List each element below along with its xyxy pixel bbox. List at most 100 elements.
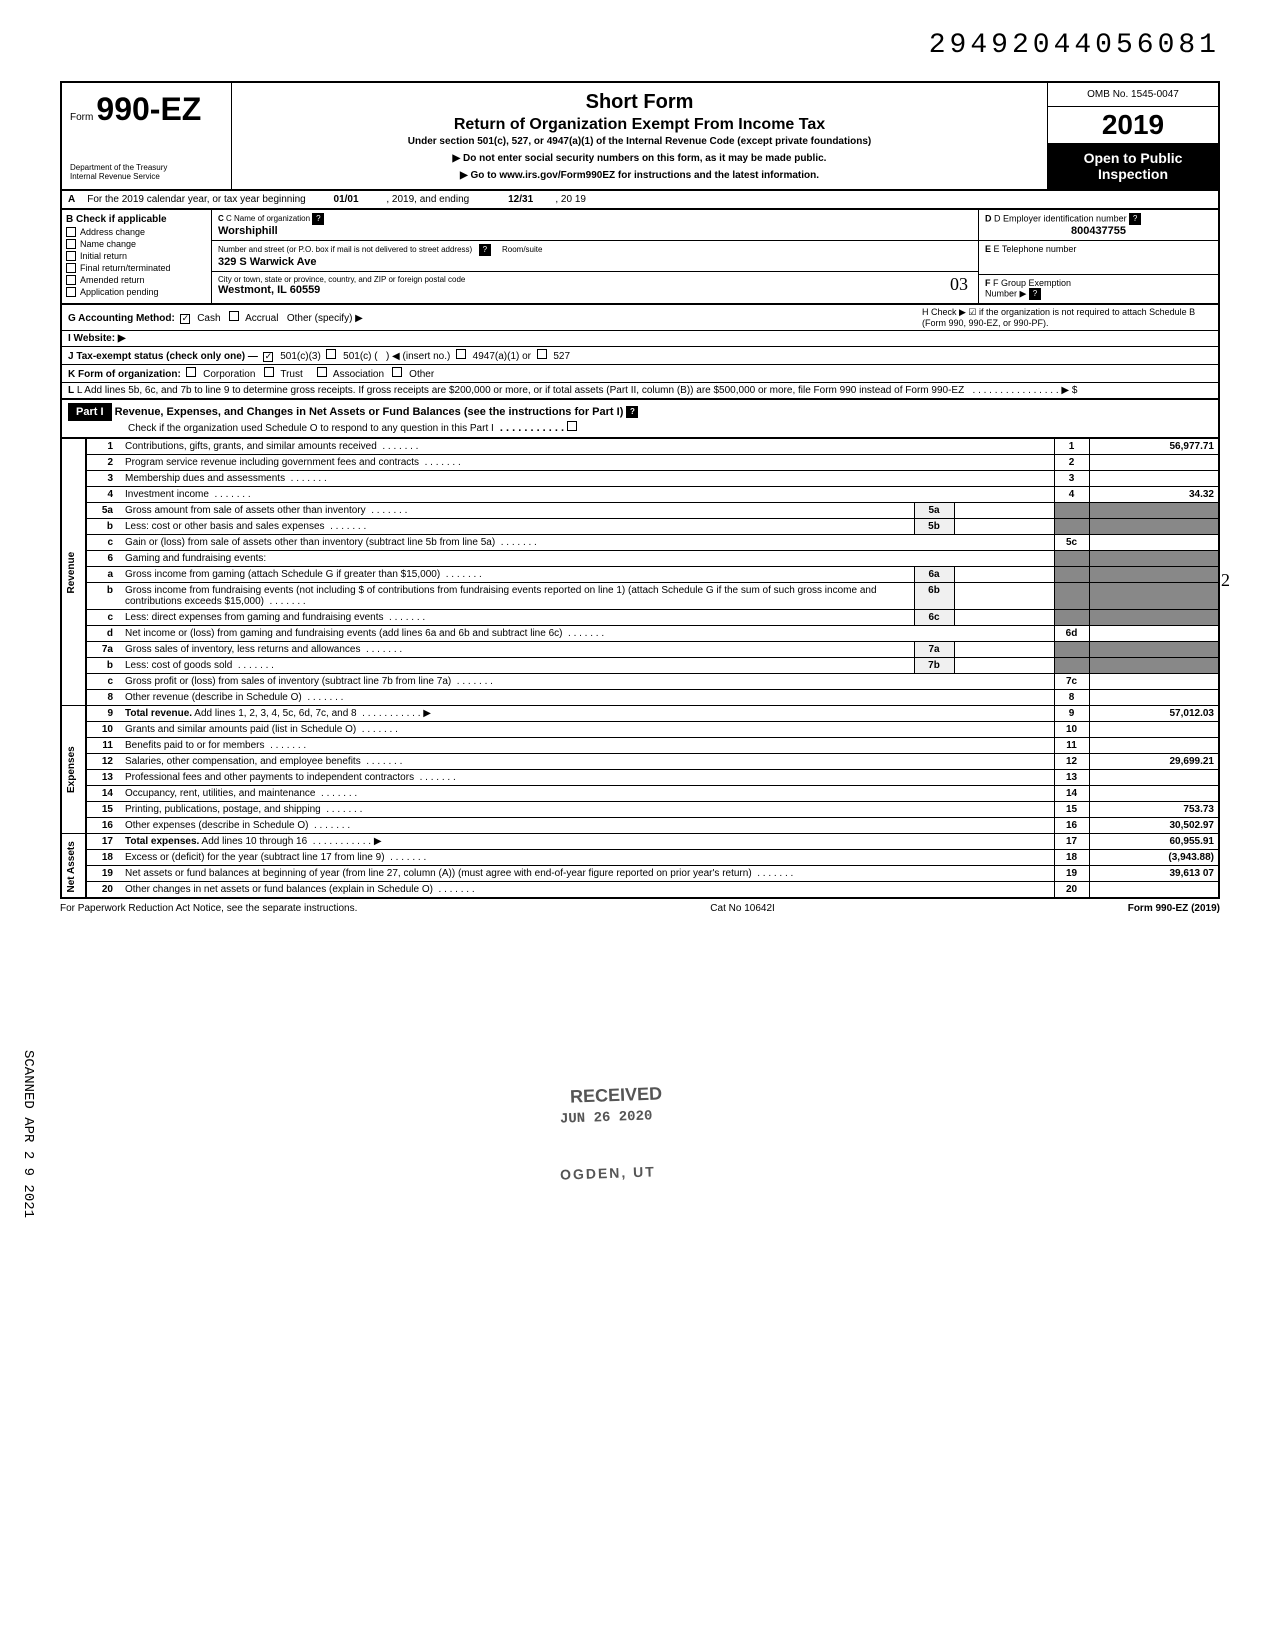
b-checkbox[interactable]: [66, 287, 76, 297]
k-opt4: Other: [409, 369, 434, 380]
line-number: 13: [86, 770, 121, 786]
form-line-row: 15Printing, publications, postage, and s…: [61, 802, 1219, 818]
form-line-row: 16Other expenses (describe in Schedule O…: [61, 818, 1219, 834]
e-label: E Telephone number: [994, 244, 1077, 254]
section-c: C C Name of organization ? Worshiphill N…: [212, 210, 978, 303]
mid-value: [954, 519, 1054, 535]
k-opt1: Corporation: [203, 369, 255, 380]
row-a-text1: For the 2019 calendar year, or tax year …: [87, 194, 305, 205]
help-icon: ?: [1129, 213, 1141, 225]
form-line-row: 12Salaries, other compensation, and empl…: [61, 754, 1219, 770]
linenum-shaded: [1054, 658, 1089, 674]
form-line-row: aGross income from gaming (attach Schedu…: [61, 567, 1219, 583]
assoc-checkbox[interactable]: [317, 367, 327, 377]
room-label: Room/suite: [502, 245, 542, 254]
info-block: B Check if applicable Address changeName…: [60, 210, 1220, 305]
corp-checkbox[interactable]: [186, 367, 196, 377]
line-amount: [1089, 722, 1219, 738]
line-description: Net income or (loss) from gaming and fun…: [121, 626, 1054, 642]
form-line-row: 8Other revenue (describe in Schedule O) …: [61, 690, 1219, 706]
527-checkbox[interactable]: [537, 349, 547, 359]
row-j: J Tax-exempt status (check only one) — ✓…: [62, 347, 1218, 365]
line-number: b: [86, 658, 121, 674]
line-number: 9: [86, 706, 121, 722]
form-line-row: 11Benefits paid to or for members . . . …: [61, 738, 1219, 754]
line-number: 6: [86, 551, 121, 567]
line-ref: 13: [1054, 770, 1089, 786]
handwritten-2: 2: [1221, 570, 1230, 591]
part1-header: Part I Revenue, Expenses, and Changes in…: [60, 400, 1220, 439]
line-description: Benefits paid to or for members . . . . …: [121, 738, 1054, 754]
line-amount: [1089, 882, 1219, 899]
line-description: Less: cost of goods sold . . . . . . .: [121, 658, 914, 674]
b-label: B Check if applicable: [66, 214, 207, 225]
b-checkbox-label: Initial return: [80, 251, 127, 261]
line-number: 12: [86, 754, 121, 770]
help-icon: ?: [1029, 288, 1041, 300]
b-checkbox-row: Amended return: [66, 275, 207, 285]
line-number: 14: [86, 786, 121, 802]
form-line-row: 10Grants and similar amounts paid (list …: [61, 722, 1219, 738]
b-checkbox[interactable]: [66, 239, 76, 249]
mid-value: [954, 642, 1054, 658]
form-line-row: 5aGross amount from sale of assets other…: [61, 503, 1219, 519]
line-amount: 34.32: [1089, 487, 1219, 503]
b-checkbox-label: Application pending: [80, 287, 159, 297]
501c-checkbox[interactable]: [326, 349, 336, 359]
schedule-o-checkbox[interactable]: [567, 421, 577, 431]
ein: 800437755: [985, 225, 1212, 237]
line-ref: 19: [1054, 866, 1089, 882]
form-number: 990-EZ: [96, 91, 201, 127]
mid-line-num: 6c: [914, 610, 954, 626]
line-ref: 15: [1054, 802, 1089, 818]
line-amount: [1089, 626, 1219, 642]
linenum-shaded: [1054, 610, 1089, 626]
form-line-row: bLess: cost or other basis and sales exp…: [61, 519, 1219, 535]
trust-checkbox[interactable]: [264, 367, 274, 377]
amount-shaded: [1089, 503, 1219, 519]
b-checkbox[interactable]: [66, 275, 76, 285]
line-ref: 16: [1054, 818, 1089, 834]
b-checkbox-label: Name change: [80, 239, 136, 249]
line-amount: 39,613 07: [1089, 866, 1219, 882]
line-description: Gross income from gaming (attach Schedul…: [121, 567, 914, 583]
line-amount: (3,943.88): [1089, 850, 1219, 866]
501c3-checkbox[interactable]: ✓: [263, 352, 273, 362]
line-description: Net assets or fund balances at beginning…: [121, 866, 1054, 882]
form-line-row: 7aGross sales of inventory, less returns…: [61, 642, 1219, 658]
linenum-shaded: [1054, 519, 1089, 535]
4947-checkbox[interactable]: [456, 349, 466, 359]
mid-line-num: 7b: [914, 658, 954, 674]
line-ref: 7c: [1054, 674, 1089, 690]
address: 329 S Warwick Ave: [218, 256, 972, 268]
row-a-label: A: [62, 191, 81, 208]
amount-shaded: [1089, 658, 1219, 674]
line-number: 3: [86, 471, 121, 487]
form-line-row: bLess: cost of goods sold . . . . . . .7…: [61, 658, 1219, 674]
line-description: Gross amount from sale of assets other t…: [121, 503, 914, 519]
line-description: Other revenue (describe in Schedule O) .…: [121, 690, 1054, 706]
b-checkbox[interactable]: [66, 263, 76, 273]
form-line-row: dNet income or (loss) from gaming and fu…: [61, 626, 1219, 642]
city-label: City or town, state or province, country…: [218, 275, 972, 284]
line-amount: [1089, 690, 1219, 706]
b-checkbox-row: Final return/terminated: [66, 263, 207, 273]
l-text: L Add lines 5b, 6c, and 7b to line 9 to …: [77, 385, 964, 396]
line-number: 1: [86, 439, 121, 455]
b-checkbox[interactable]: [66, 251, 76, 261]
line-description: Professional fees and other payments to …: [121, 770, 1054, 786]
row-l: L L Add lines 5b, 6c, and 7b to line 9 t…: [62, 383, 1218, 398]
form-line-row: 18Excess or (deficit) for the year (subt…: [61, 850, 1219, 866]
c-label: C Name of organization: [226, 214, 310, 223]
j-opt4: 527: [553, 351, 570, 362]
cash-checkbox[interactable]: ✓: [180, 314, 190, 324]
line-number: 10: [86, 722, 121, 738]
handwritten-03: 03: [950, 274, 968, 295]
accrual-checkbox[interactable]: [229, 311, 239, 321]
stamp-date: JUN 26 2020: [560, 1108, 653, 1127]
b-checkbox[interactable]: [66, 227, 76, 237]
other-checkbox[interactable]: [392, 367, 402, 377]
form-line-row: Revenue1Contributions, gifts, grants, an…: [61, 439, 1219, 455]
line-number: d: [86, 626, 121, 642]
form-line-row: 14Occupancy, rent, utilities, and mainte…: [61, 786, 1219, 802]
